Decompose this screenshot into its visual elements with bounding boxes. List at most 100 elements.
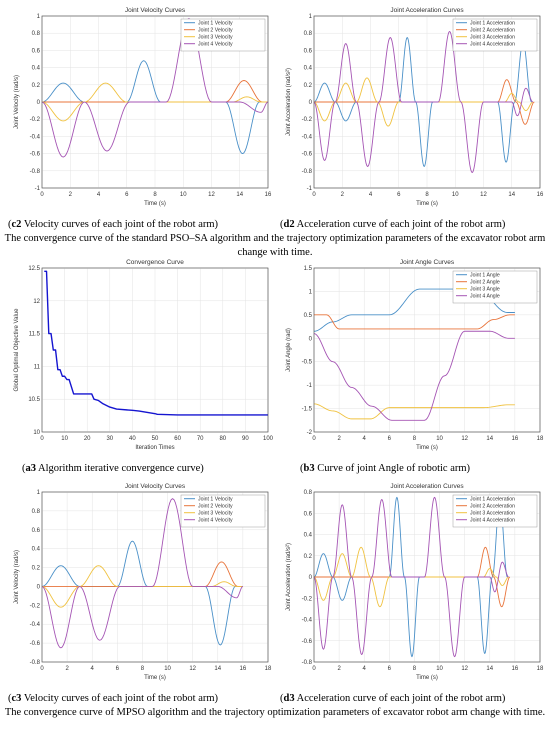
y-tick-label: 0.4: [32, 66, 41, 72]
x-tick-label: 10: [164, 666, 171, 672]
x-tick-label: 2: [69, 192, 73, 198]
x-tick-label: 14: [486, 666, 493, 672]
x-tick-label: 6: [116, 666, 120, 672]
x-tick-label: 0: [40, 192, 44, 198]
y-tick-label: 0.8: [32, 509, 41, 515]
group-caption-2: The convergence curve of MPSO algorithm …: [4, 707, 546, 718]
chart-title: Joint Velocity Curves: [125, 483, 186, 490]
y-tick-label: 0.4: [304, 66, 313, 72]
y-tick-label: 0: [37, 584, 41, 590]
x-tick-label: 8: [413, 436, 417, 442]
x-tick-label: 0: [312, 666, 316, 672]
x-tick-label: 6: [388, 436, 392, 442]
x-tick-label: 10: [436, 436, 443, 442]
y-tick-label: 0.4: [304, 533, 313, 539]
caption-d2: (d2 Acceleration curve of each joint of …: [280, 219, 506, 230]
series-line: [313, 77, 534, 127]
x-tick-label: 80: [219, 436, 226, 442]
x-tick-label: 10: [436, 666, 443, 672]
y-axis-label: Global Optimal Objective Value: [14, 308, 20, 392]
legend-entry: Joint 4 Velocity: [198, 518, 233, 524]
y-tick-label: -0.8: [30, 660, 41, 666]
y-tick-label: 0.6: [32, 528, 41, 534]
y-tick-label: -0.4: [30, 622, 41, 628]
series-line: [313, 31, 534, 173]
y-tick-label: 11: [34, 364, 41, 370]
x-tick-label: 2: [65, 666, 69, 672]
x-tick-label: 16: [240, 666, 247, 672]
y-tick-label: 1: [37, 14, 41, 20]
chart-c3: 0 2 4 6 8 10 12 14 16 18 -0.8 -0.6 -0.4 -0.2 0 0.2 0.4 0.…: [4, 478, 274, 690]
x-tick-label: 50: [152, 436, 159, 442]
legend-entry: Joint 2 Acceleration: [470, 28, 515, 34]
y-tick-label: -0.6: [302, 152, 313, 158]
caption-c2: (c2 Velocity curves of each joint of the…: [8, 219, 219, 230]
legend-entry: Joint 1 Acceleration: [470, 497, 515, 503]
legend-entry: Joint 4 Velocity: [198, 42, 233, 48]
x-tick-label: 6: [125, 192, 129, 198]
chart-title: Joint Angle Curves: [400, 259, 455, 266]
x-tick-label: 40: [129, 436, 136, 442]
y-tick-label: 0.2: [304, 554, 313, 560]
x-tick-label: 10: [180, 192, 187, 198]
legend-entry: Joint 4 Acceleration: [470, 42, 515, 48]
y-tick-label: -2: [307, 430, 313, 436]
x-tick-label: 16: [265, 192, 272, 198]
x-tick-label: 0: [40, 436, 44, 442]
y-tick-label: 0.8: [304, 31, 313, 37]
y-tick-label: 0.8: [304, 490, 313, 496]
legend-entry: Joint 3 Angle: [470, 287, 500, 293]
legend-entry: Joint 1 Acceleration: [470, 21, 515, 27]
legend-entry: Joint 1 Angle: [470, 273, 500, 279]
y-tick-label: 0.6: [304, 48, 313, 54]
y-tick-label: -1: [307, 383, 313, 389]
series-line: [41, 18, 269, 158]
x-tick-label: 16: [512, 436, 519, 442]
legend-entry: Joint 2 Angle: [470, 280, 500, 286]
x-tick-label: 12: [480, 192, 487, 198]
x-tick-label: 2: [337, 666, 341, 672]
y-tick-label: 0.2: [32, 83, 41, 89]
y-tick-label: 0.6: [304, 511, 313, 517]
y-tick-label: -0.4: [302, 134, 313, 140]
y-tick-label: 0: [309, 336, 313, 342]
chart-title: Joint Acceleration Curves: [390, 483, 464, 490]
x-tick-label: 30: [106, 436, 113, 442]
y-axis-label: Joint Acceleration (rad/s²): [286, 68, 292, 136]
legend-entry: Joint 2 Velocity: [198, 504, 233, 510]
y-tick-label: -0.6: [302, 639, 313, 645]
x-tick-label: 18: [537, 666, 544, 672]
y-tick-label: -0.8: [30, 169, 41, 175]
y-axis-label: Joint Acceleration (rad/s²): [286, 543, 292, 611]
series-line: [41, 565, 243, 608]
x-axis-label: Time (s): [416, 201, 438, 207]
y-tick-label: -0.6: [30, 152, 41, 158]
x-tick-label: 16: [512, 666, 519, 672]
y-tick-label: -0.4: [30, 134, 41, 140]
x-tick-label: 14: [236, 192, 243, 198]
x-tick-label: 2: [341, 192, 345, 198]
x-tick-label: 10: [452, 192, 459, 198]
series-line: [313, 546, 509, 608]
x-tick-label: 12: [208, 192, 215, 198]
x-tick-label: 100: [263, 436, 274, 442]
series-line: [41, 540, 243, 646]
x-axis-label: Time (s): [416, 445, 438, 451]
x-tick-label: 0: [312, 436, 316, 442]
legend-entry: Joint 3 Velocity: [198, 511, 233, 517]
y-tick-label: 11.5: [29, 332, 41, 338]
y-tick-label: 1.5: [304, 266, 313, 272]
chart-title: Joint Velocity Curves: [125, 7, 186, 14]
y-tick-label: 1: [309, 289, 313, 295]
caption-a3: (a3 Algorithm iterative convergence curv…: [22, 463, 204, 474]
x-tick-label: 60: [174, 436, 181, 442]
y-tick-label: 10: [33, 430, 40, 436]
x-tick-label: 8: [153, 192, 157, 198]
series-line: [313, 496, 509, 658]
y-tick-label: 0.4: [32, 547, 41, 553]
x-tick-label: 18: [265, 666, 272, 672]
